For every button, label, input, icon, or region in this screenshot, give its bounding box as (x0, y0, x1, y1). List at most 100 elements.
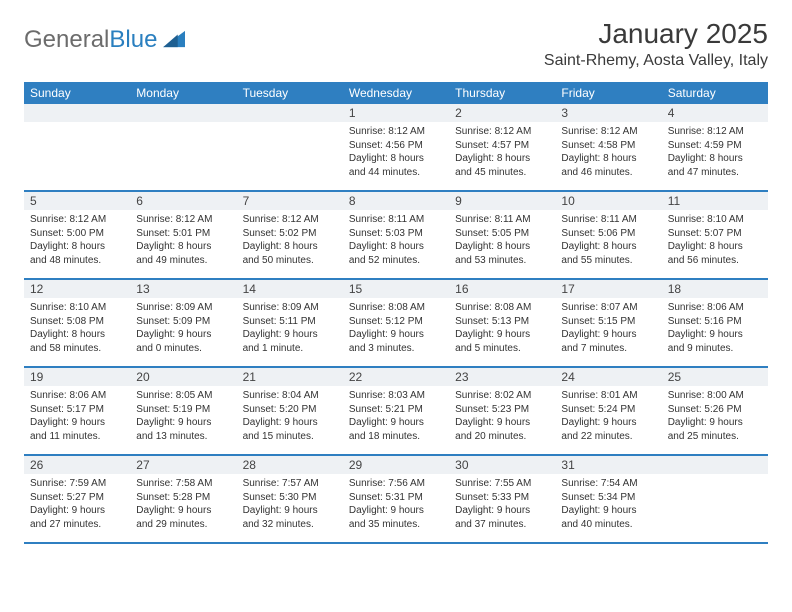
day-number: 27 (130, 456, 236, 474)
calendar-cell: 23Sunrise: 8:02 AMSunset: 5:23 PMDayligh… (449, 368, 555, 454)
daylight2-line: and 35 minutes. (349, 518, 443, 532)
calendar-cell: 31Sunrise: 7:54 AMSunset: 5:34 PMDayligh… (555, 456, 661, 542)
day-number: 3 (555, 104, 661, 122)
day-content: Sunrise: 8:08 AMSunset: 5:12 PMDaylight:… (343, 298, 449, 359)
day-number: 9 (449, 192, 555, 210)
day-number: 25 (662, 368, 768, 386)
day-content: Sunrise: 7:57 AMSunset: 5:30 PMDaylight:… (237, 474, 343, 535)
daylight2-line: and 56 minutes. (668, 254, 762, 268)
calendar: Sunday Monday Tuesday Wednesday Thursday… (24, 82, 768, 544)
day-label: Monday (130, 82, 236, 104)
calendar-cell: 13Sunrise: 8:09 AMSunset: 5:09 PMDayligh… (130, 280, 236, 366)
day-number: 24 (555, 368, 661, 386)
day-content: Sunrise: 8:05 AMSunset: 5:19 PMDaylight:… (130, 386, 236, 447)
day-number (130, 104, 236, 122)
day-content: Sunrise: 8:09 AMSunset: 5:09 PMDaylight:… (130, 298, 236, 359)
day-content: Sunrise: 8:11 AMSunset: 5:05 PMDaylight:… (449, 210, 555, 271)
sunset-line: Sunset: 5:34 PM (561, 491, 655, 505)
sunrise-line: Sunrise: 8:05 AM (136, 389, 230, 403)
day-number: 16 (449, 280, 555, 298)
daylight1-line: Daylight: 9 hours (668, 416, 762, 430)
daylight1-line: Daylight: 9 hours (349, 416, 443, 430)
day-number: 4 (662, 104, 768, 122)
sunrise-line: Sunrise: 8:01 AM (561, 389, 655, 403)
week-row: 19Sunrise: 8:06 AMSunset: 5:17 PMDayligh… (24, 368, 768, 456)
day-number: 14 (237, 280, 343, 298)
calendar-cell: 22Sunrise: 8:03 AMSunset: 5:21 PMDayligh… (343, 368, 449, 454)
daylight2-line: and 9 minutes. (668, 342, 762, 356)
daylight1-line: Daylight: 9 hours (30, 504, 124, 518)
logo: GeneralBlue (24, 26, 189, 54)
sunset-line: Sunset: 5:16 PM (668, 315, 762, 329)
daylight2-line: and 47 minutes. (668, 166, 762, 180)
calendar-cell: 1Sunrise: 8:12 AMSunset: 4:56 PMDaylight… (343, 104, 449, 190)
daylight2-line: and 58 minutes. (30, 342, 124, 356)
day-content: Sunrise: 8:12 AMSunset: 5:02 PMDaylight:… (237, 210, 343, 271)
daylight2-line: and 13 minutes. (136, 430, 230, 444)
sunrise-line: Sunrise: 8:12 AM (455, 125, 549, 139)
daylight2-line: and 15 minutes. (243, 430, 337, 444)
calendar-cell: 16Sunrise: 8:08 AMSunset: 5:13 PMDayligh… (449, 280, 555, 366)
day-number: 22 (343, 368, 449, 386)
day-label: Thursday (449, 82, 555, 104)
sunrise-line: Sunrise: 8:07 AM (561, 301, 655, 315)
sunrise-line: Sunrise: 8:00 AM (668, 389, 762, 403)
sunrise-line: Sunrise: 7:58 AM (136, 477, 230, 491)
weeks-container: 1Sunrise: 8:12 AMSunset: 4:56 PMDaylight… (24, 104, 768, 544)
calendar-cell: 28Sunrise: 7:57 AMSunset: 5:30 PMDayligh… (237, 456, 343, 542)
daylight2-line: and 1 minute. (243, 342, 337, 356)
day-number: 23 (449, 368, 555, 386)
day-content: Sunrise: 8:10 AMSunset: 5:08 PMDaylight:… (24, 298, 130, 359)
sunrise-line: Sunrise: 8:11 AM (455, 213, 549, 227)
sunset-line: Sunset: 5:03 PM (349, 227, 443, 241)
daylight2-line: and 55 minutes. (561, 254, 655, 268)
day-number: 5 (24, 192, 130, 210)
day-content (662, 474, 768, 542)
day-label: Tuesday (237, 82, 343, 104)
daylight1-line: Daylight: 8 hours (455, 240, 549, 254)
sunset-line: Sunset: 5:26 PM (668, 403, 762, 417)
sunrise-line: Sunrise: 7:55 AM (455, 477, 549, 491)
daylight1-line: Daylight: 8 hours (349, 152, 443, 166)
sunset-line: Sunset: 5:13 PM (455, 315, 549, 329)
day-number: 30 (449, 456, 555, 474)
sunrise-line: Sunrise: 8:04 AM (243, 389, 337, 403)
daylight2-line: and 49 minutes. (136, 254, 230, 268)
daylight1-line: Daylight: 9 hours (136, 504, 230, 518)
day-label: Friday (555, 82, 661, 104)
sunset-line: Sunset: 5:19 PM (136, 403, 230, 417)
day-content: Sunrise: 8:12 AMSunset: 5:00 PMDaylight:… (24, 210, 130, 271)
calendar-cell: 6Sunrise: 8:12 AMSunset: 5:01 PMDaylight… (130, 192, 236, 278)
day-label: Wednesday (343, 82, 449, 104)
day-content: Sunrise: 7:58 AMSunset: 5:28 PMDaylight:… (130, 474, 236, 535)
day-content (237, 122, 343, 190)
day-content: Sunrise: 8:11 AMSunset: 5:06 PMDaylight:… (555, 210, 661, 271)
daylight1-line: Daylight: 9 hours (455, 504, 549, 518)
logo-text-blue: Blue (109, 26, 157, 54)
month-title: January 2025 (544, 18, 768, 50)
daylight1-line: Daylight: 8 hours (30, 240, 124, 254)
day-content: Sunrise: 8:07 AMSunset: 5:15 PMDaylight:… (555, 298, 661, 359)
sunset-line: Sunset: 5:01 PM (136, 227, 230, 241)
day-number: 31 (555, 456, 661, 474)
sunrise-line: Sunrise: 8:11 AM (349, 213, 443, 227)
daylight2-line: and 22 minutes. (561, 430, 655, 444)
sunrise-line: Sunrise: 7:56 AM (349, 477, 443, 491)
day-content: Sunrise: 8:11 AMSunset: 5:03 PMDaylight:… (343, 210, 449, 271)
daylight1-line: Daylight: 8 hours (30, 328, 124, 342)
sunset-line: Sunset: 5:31 PM (349, 491, 443, 505)
day-number: 10 (555, 192, 661, 210)
sunrise-line: Sunrise: 7:54 AM (561, 477, 655, 491)
daylight2-line: and 44 minutes. (349, 166, 443, 180)
calendar-cell: 5Sunrise: 8:12 AMSunset: 5:00 PMDaylight… (24, 192, 130, 278)
sunrise-line: Sunrise: 8:06 AM (668, 301, 762, 315)
week-row: 12Sunrise: 8:10 AMSunset: 5:08 PMDayligh… (24, 280, 768, 368)
header: GeneralBlue January 2025 Saint-Rhemy, Ao… (24, 18, 768, 70)
sunset-line: Sunset: 5:21 PM (349, 403, 443, 417)
daylight2-line: and 25 minutes. (668, 430, 762, 444)
sunrise-line: Sunrise: 8:10 AM (30, 301, 124, 315)
day-content: Sunrise: 8:06 AMSunset: 5:16 PMDaylight:… (662, 298, 768, 359)
sunset-line: Sunset: 5:06 PM (561, 227, 655, 241)
daylight1-line: Daylight: 9 hours (243, 504, 337, 518)
day-content: Sunrise: 8:01 AMSunset: 5:24 PMDaylight:… (555, 386, 661, 447)
